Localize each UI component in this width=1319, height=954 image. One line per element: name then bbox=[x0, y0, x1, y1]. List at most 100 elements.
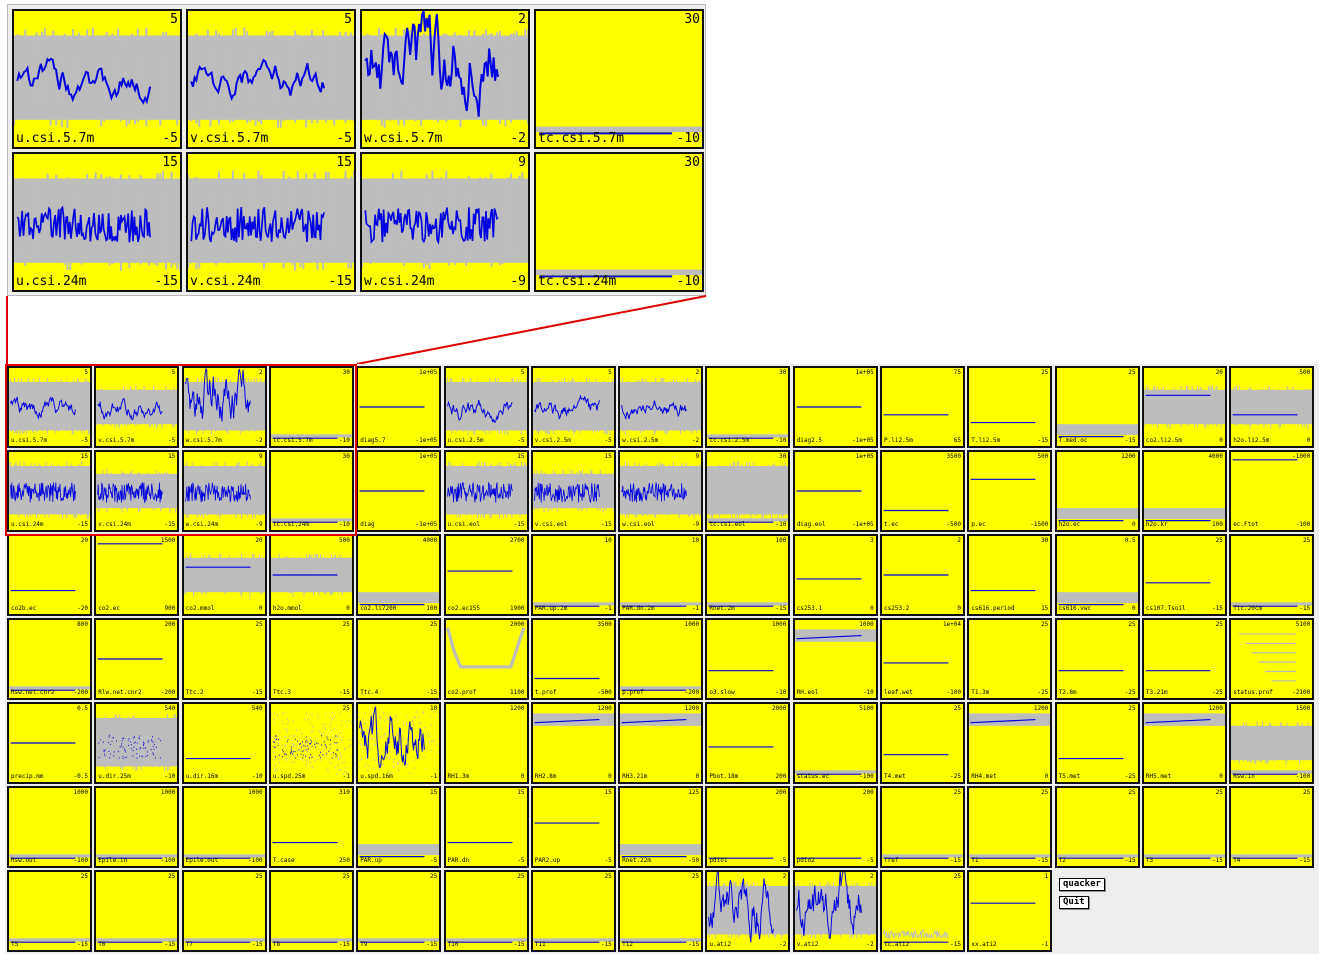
plot-panel[interactable]: co2.li2.5m 20 0 bbox=[1142, 366, 1227, 448]
plot-panel[interactable]: h2o.ec 1200 0 bbox=[1055, 450, 1140, 532]
plot-panel[interactable]: co2.li7200 4000 100 bbox=[356, 534, 441, 616]
plot-panel[interactable]: T6 25 -15 bbox=[94, 870, 179, 952]
plot-panel[interactable]: pdio2 200 -5 bbox=[793, 786, 878, 868]
plot-panel[interactable]: Rlw.net.cnr2 200 -200 bbox=[94, 618, 179, 700]
plot-panel[interactable]: u.csi.5.7m 5 -5 bbox=[7, 366, 92, 448]
plot-panel[interactable]: PAR.up.2m 10 -1 bbox=[531, 534, 616, 616]
plot-panel[interactable]: T2 25 -15 bbox=[1055, 786, 1140, 868]
plot-panel[interactable]: T12 25 -15 bbox=[618, 870, 703, 952]
plot-panel[interactable]: w.csi.eol 9 -9 bbox=[618, 450, 703, 532]
plot-panel[interactable]: RH3.21m 1200 0 bbox=[618, 702, 703, 784]
plot-panel[interactable]: w.csi.5.7m 2 -2 bbox=[182, 366, 267, 448]
plot-panel[interactable]: pdio1 200 -5 bbox=[705, 786, 790, 868]
plot-panel[interactable]: v.csi.5.7m 5 -5 bbox=[94, 366, 179, 448]
plot-panel[interactable]: tc.ati2 25 -15 bbox=[880, 870, 965, 952]
plot-panel[interactable]: w.csi.2.5m 2 -2 bbox=[618, 366, 703, 448]
plot-panel[interactable]: Ttc.4 25 -15 bbox=[356, 618, 441, 700]
plot-panel[interactable]: u.dir.25m 540 -10 bbox=[94, 702, 179, 784]
quacker-button[interactable]: quacker bbox=[1059, 878, 1105, 891]
plot-panel[interactable]: co2.mmol 20 0 bbox=[182, 534, 267, 616]
plot-panel[interactable]: Rsw.in 1500 -100 bbox=[1229, 702, 1314, 784]
plot-panel[interactable]: Rsw.out 1000 -100 bbox=[7, 786, 92, 868]
plot-panel[interactable]: tc.csi.5.7m 30 -10 bbox=[269, 366, 354, 448]
plot-panel[interactable]: co2b.ec 20 -20 bbox=[7, 534, 92, 616]
plot-panel[interactable]: Ttc.3 25 -15 bbox=[269, 618, 354, 700]
plot-panel[interactable]: u.csi.5.7m 5 -5 bbox=[12, 9, 182, 149]
plot-panel[interactable]: Epile.in 1000 -100 bbox=[94, 786, 179, 868]
plot-panel[interactable]: T1.3m 25 -25 bbox=[967, 618, 1052, 700]
plot-panel[interactable]: cs616.period 30 15 bbox=[967, 534, 1052, 616]
plot-panel[interactable]: h2o.li2.5m 500 0 bbox=[1229, 366, 1314, 448]
plot-panel[interactable]: T4 25 -15 bbox=[1229, 786, 1314, 868]
plot-panel[interactable]: T7 25 -15 bbox=[182, 870, 267, 952]
plot-panel[interactable]: ec.Ftot -1000 -100 bbox=[1229, 450, 1314, 532]
plot-panel[interactable]: w.csi.5.7m 2 -2 bbox=[360, 9, 530, 149]
plot-panel[interactable]: tc.csi.5.7m 30 -10 bbox=[534, 9, 704, 149]
plot-panel[interactable]: cs253.1 3 0 bbox=[793, 534, 878, 616]
plot-panel[interactable]: v.ati2 2 -2 bbox=[793, 870, 878, 952]
plot-panel[interactable]: status.prof 5100 -2100 bbox=[1229, 618, 1314, 700]
plot-panel[interactable]: co2.prof 2000 1100 bbox=[444, 618, 529, 700]
plot-panel[interactable]: T8 25 -15 bbox=[269, 870, 354, 952]
plot-panel[interactable]: cs107.Tsoil 25 -15 bbox=[1142, 534, 1227, 616]
plot-panel[interactable]: T2.8m 25 -25 bbox=[1055, 618, 1140, 700]
plot-panel[interactable]: leaf.wet 1e+04 -100 bbox=[880, 618, 965, 700]
plot-panel[interactable]: v.csi.24m 15 -15 bbox=[186, 152, 356, 292]
plot-panel[interactable]: RH.eol 1000 -10 bbox=[793, 618, 878, 700]
plot-panel[interactable]: p.prof 1000 -200 bbox=[618, 618, 703, 700]
plot-panel[interactable]: T5.met 25 -25 bbox=[1055, 702, 1140, 784]
plot-panel[interactable]: Ttc.20cm 25 -15 bbox=[1229, 534, 1314, 616]
plot-panel[interactable]: tc.csi.24m 30 -10 bbox=[534, 152, 704, 292]
plot-panel[interactable]: tc.csi.eol 30 -10 bbox=[705, 450, 790, 532]
plot-panel[interactable]: v.csi.24m 15 -15 bbox=[94, 450, 179, 532]
plot-panel[interactable]: status.ec 5100 -100 bbox=[793, 702, 878, 784]
plot-panel[interactable]: u.csi.eol 15 -15 bbox=[444, 450, 529, 532]
plot-panel[interactable]: v.csi.2.5m 5 -5 bbox=[531, 366, 616, 448]
plot-panel[interactable]: w.csi.24m 9 -9 bbox=[360, 152, 530, 292]
plot-panel[interactable]: t.ec 3500 -500 bbox=[880, 450, 965, 532]
plot-panel[interactable]: RH1.3m 1200 0 bbox=[444, 702, 529, 784]
plot-panel[interactable]: diag2.5 1e+05 -1e+05 bbox=[793, 366, 878, 448]
plot-panel[interactable]: co2.ec 1500 900 bbox=[94, 534, 179, 616]
plot-panel[interactable]: Tref 25 -15 bbox=[880, 786, 965, 868]
plot-panel[interactable]: cs253.2 2 0 bbox=[880, 534, 965, 616]
plot-panel[interactable]: o3.slow 1000 -10 bbox=[705, 618, 790, 700]
plot-panel[interactable]: v.csi.eol 15 -15 bbox=[531, 450, 616, 532]
plot-panel[interactable]: diag.eol 1e+05 -1e+05 bbox=[793, 450, 878, 532]
plot-panel[interactable]: h2o.mmol 500 0 bbox=[269, 534, 354, 616]
plot-panel[interactable]: tc.csi.2.5m 30 -10 bbox=[705, 366, 790, 448]
plot-panel[interactable]: RH5.met 1200 0 bbox=[1142, 702, 1227, 784]
quit-button[interactable]: Quit bbox=[1059, 896, 1089, 909]
plot-panel[interactable]: T5 25 -15 bbox=[7, 870, 92, 952]
plot-panel[interactable]: RH2.8m 1200 0 bbox=[531, 702, 616, 784]
plot-panel[interactable]: T1 25 -15 bbox=[967, 786, 1052, 868]
plot-panel[interactable]: T10 25 -15 bbox=[444, 870, 529, 952]
plot-panel[interactable]: diag 1e+05 -1e+05 bbox=[356, 450, 441, 532]
plot-panel[interactable]: u.spd.25m 25 -1 bbox=[269, 702, 354, 784]
plot-panel[interactable]: T3.21m 25 -25 bbox=[1142, 618, 1227, 700]
plot-panel[interactable]: precip.mm 0.5 -0.5 bbox=[7, 702, 92, 784]
plot-panel[interactable]: tc.csi.24m 30 -10 bbox=[269, 450, 354, 532]
plot-panel[interactable]: T9 25 -15 bbox=[356, 870, 441, 952]
plot-panel[interactable]: Ttc.2 25 -15 bbox=[182, 618, 267, 700]
plot-panel[interactable]: u.spd.16m 10 -1 bbox=[356, 702, 441, 784]
plot-panel[interactable]: PAR.up 15 -5 bbox=[356, 786, 441, 868]
plot-panel[interactable]: T3 25 -15 bbox=[1142, 786, 1227, 868]
plot-panel[interactable]: cs616.vwc 0.5 0 bbox=[1055, 534, 1140, 616]
plot-panel[interactable]: Epile.out 1000 -100 bbox=[182, 786, 267, 868]
plot-panel[interactable]: Rnet.2m 100 -15 bbox=[705, 534, 790, 616]
plot-panel[interactable]: p.ec 500 -1500 bbox=[967, 450, 1052, 532]
plot-panel[interactable]: T.li2.5m 25 -15 bbox=[967, 366, 1052, 448]
plot-panel[interactable]: P.li2.5m 75 65 bbox=[880, 366, 965, 448]
plot-panel[interactable]: diag5.7 1e+05 -1e+05 bbox=[356, 366, 441, 448]
plot-panel[interactable]: v.csi.5.7m 5 -5 bbox=[186, 9, 356, 149]
plot-panel[interactable]: u.ati2 2 -2 bbox=[705, 870, 790, 952]
plot-panel[interactable]: u.csi.2.5m 5 -5 bbox=[444, 366, 529, 448]
plot-panel[interactable]: Rnet.22m 125 -50 bbox=[618, 786, 703, 868]
plot-panel[interactable]: Rsw.net.cnr2 800 -200 bbox=[7, 618, 92, 700]
plot-panel[interactable]: w.csi.24m 9 -9 bbox=[182, 450, 267, 532]
plot-panel[interactable]: u.dir.16m 540 -10 bbox=[182, 702, 267, 784]
plot-panel[interactable]: PAR.dn.2m 10 -1 bbox=[618, 534, 703, 616]
plot-panel[interactable]: xx.ati2 1 -1 bbox=[967, 870, 1052, 952]
plot-panel[interactable]: t.prof 3500 -500 bbox=[531, 618, 616, 700]
